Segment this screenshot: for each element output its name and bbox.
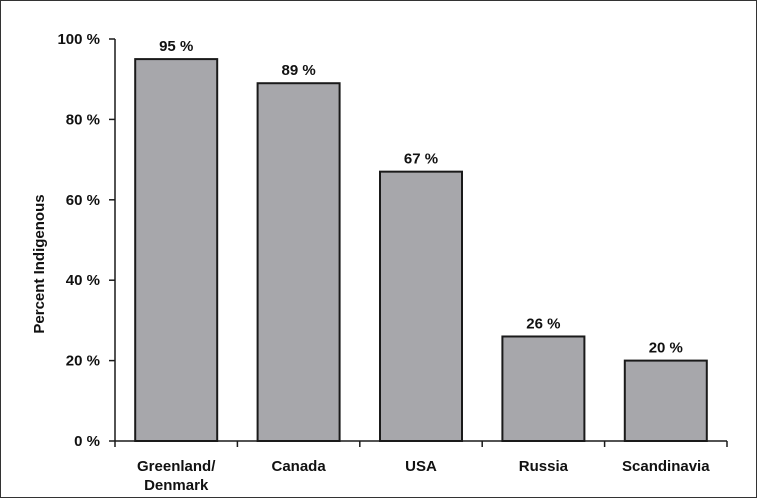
x-tick-label: Canada bbox=[272, 458, 327, 475]
labels-group: 95 % Greenland/Denmark 89 % Canada 67 % USA 26… bbox=[57, 31, 710, 494]
bar bbox=[379, 170, 463, 442]
x-tick-label: Scandinavia bbox=[622, 458, 710, 475]
data-label: 89 % bbox=[281, 62, 315, 79]
y-tick-label: 80 % bbox=[66, 111, 100, 128]
data-label: 20 % bbox=[649, 340, 683, 357]
y-tick-label: 60 % bbox=[66, 192, 100, 209]
y-tick-label: 40 % bbox=[66, 272, 100, 289]
x-tick-label: Russia bbox=[519, 458, 569, 475]
data-label: 67 % bbox=[404, 151, 438, 168]
bar bbox=[256, 82, 341, 442]
axes-group bbox=[109, 38, 728, 447]
bars-group bbox=[134, 58, 708, 443]
y-tick-label: 0 % bbox=[74, 433, 100, 450]
bar bbox=[501, 335, 586, 443]
x-tick-label: Greenland/ bbox=[137, 458, 216, 475]
bar bbox=[623, 359, 708, 443]
x-tick-label: USA bbox=[405, 458, 437, 475]
data-label: 26 % bbox=[526, 315, 560, 332]
bar bbox=[134, 58, 219, 442]
x-tick-label: Denmark bbox=[144, 477, 209, 494]
y-axis-title: Percent Indigenous bbox=[31, 194, 48, 333]
y-tick-label: 100 % bbox=[57, 31, 100, 48]
data-label: 95 % bbox=[159, 38, 193, 55]
y-tick-label: 20 % bbox=[66, 353, 100, 370]
